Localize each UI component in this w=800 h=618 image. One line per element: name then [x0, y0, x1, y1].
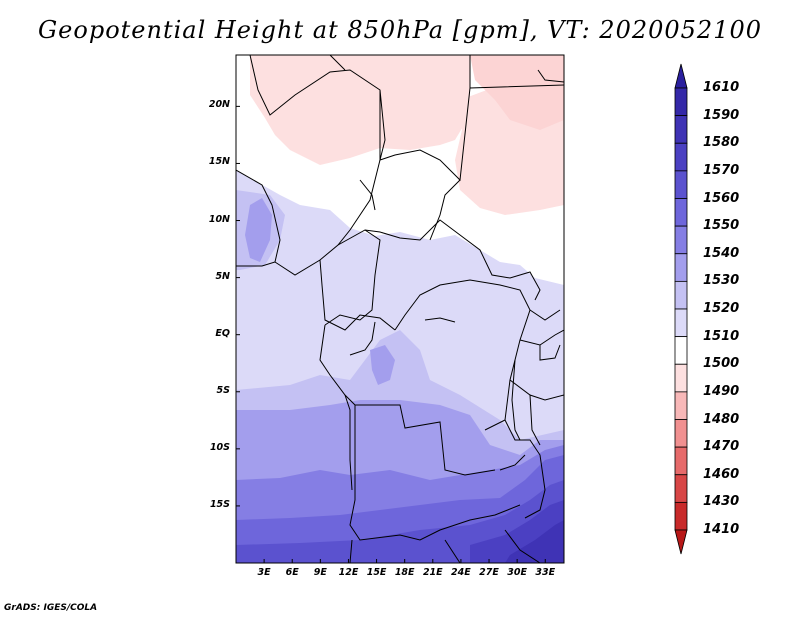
border-line — [499, 454, 526, 471]
colorbar-label-1570: 1570 — [703, 162, 740, 178]
border-line — [349, 405, 521, 541]
colorbar-swatch — [674, 170, 688, 199]
colorbar-swatch — [674, 308, 688, 338]
lon-label-9e: 9E — [313, 567, 327, 578]
colorbar-label-1430: 1430 — [703, 494, 740, 510]
border-line — [349, 539, 353, 563]
colorbar-label-1560: 1560 — [703, 190, 740, 206]
lon-label-30e: 30E — [507, 567, 527, 578]
colorbar-label-1580: 1580 — [703, 135, 740, 151]
colorbar-bottom-arrow — [674, 529, 688, 555]
border-line — [236, 169, 281, 267]
border-line — [337, 219, 541, 301]
lon-label-6e: 6E — [285, 567, 299, 578]
lat-label-15n: 15N — [208, 156, 230, 168]
lon-label-27e: 27E — [479, 567, 499, 578]
border-line — [529, 394, 541, 446]
lat-label-10n: 10N — [208, 213, 230, 225]
border-line — [324, 229, 381, 326]
colorbar-label-1550: 1550 — [703, 218, 740, 234]
lat-label-15s: 15S — [209, 498, 230, 510]
colorbar-label-1500: 1500 — [703, 356, 740, 372]
border-line — [249, 55, 564, 182]
colorbar-top-arrow — [674, 63, 688, 89]
border-line — [274, 90, 381, 276]
border-line — [529, 309, 561, 321]
lon-label-12e: 12E — [338, 567, 359, 578]
lat-label-eq: EQ — [215, 327, 230, 339]
height-field — [236, 55, 564, 563]
lat-label-5n: 5N — [215, 270, 230, 282]
country-borders — [236, 55, 564, 563]
colorbar-swatch — [674, 87, 688, 117]
colorbar-label-1610: 1610 — [703, 80, 740, 95]
border-line — [509, 379, 564, 401]
border-line — [349, 321, 376, 356]
colorbar-label-1460: 1460 — [703, 466, 740, 482]
credit-text: GrADS: IGES/COLA — [4, 603, 98, 613]
border-line — [504, 529, 541, 563]
lon-label-21e: 21E — [422, 567, 443, 578]
lon-label-33e: 33E — [535, 567, 556, 578]
colorbar-swatch — [674, 501, 688, 531]
border-line — [424, 317, 456, 323]
lat-label-10s: 10S — [209, 441, 230, 453]
contour-1590-south — [505, 520, 564, 563]
lon-label-18e: 18E — [394, 567, 415, 578]
colorbar-label-1530: 1530 — [703, 273, 740, 289]
colorbar-swatch — [674, 280, 688, 310]
border-line — [319, 324, 496, 476]
colorbar-swatch — [674, 446, 688, 476]
border-line — [537, 69, 564, 83]
lon-label-24e: 24E — [451, 567, 471, 578]
map-title: Geopotential Height at 850hPa [gpm], VT:… — [38, 16, 762, 44]
border-line — [444, 539, 461, 563]
border-line — [519, 329, 564, 346]
colorbar-swatch — [674, 225, 688, 255]
contour-1540-west — [245, 198, 272, 262]
colorbar — [674, 63, 688, 555]
colorbar-swatch — [674, 198, 688, 227]
colorbar-swatch — [674, 419, 688, 448]
contour-1500-north — [250, 55, 470, 165]
lon-label-15e: 15E — [366, 567, 387, 578]
colorbar-swatch — [674, 336, 688, 365]
colorbar-swatch — [674, 474, 688, 503]
border-line — [359, 179, 376, 211]
colorbar-label-1590: 1590 — [703, 107, 740, 123]
contour-1540-lakes — [370, 345, 395, 385]
colorbar-swatch — [674, 115, 688, 144]
colorbar-label-1470: 1470 — [703, 439, 740, 455]
colorbar-label-1540: 1540 — [703, 245, 740, 261]
lat-label-20n: 20N — [208, 99, 230, 111]
border-line — [504, 419, 546, 519]
colorbar-swatch — [674, 363, 688, 393]
colorbar-label-1410: 1410 — [703, 522, 740, 537]
border-line — [344, 394, 353, 491]
border-line — [539, 344, 561, 361]
colorbar-label-1520: 1520 — [703, 301, 740, 316]
colorbar-label-1510: 1510 — [703, 328, 740, 344]
border-line — [429, 179, 461, 241]
lat-label-5s: 5S — [216, 384, 230, 396]
border-line — [511, 359, 521, 441]
border-line — [394, 279, 531, 431]
map-frame — [235, 54, 565, 564]
colorbar-label-1490: 1490 — [703, 383, 740, 399]
axis-ticks — [236, 105, 546, 563]
colorbar-swatch — [674, 253, 688, 282]
colorbar-swatch — [674, 142, 688, 172]
border-line — [319, 259, 396, 331]
lon-label-3e: 3E — [257, 567, 271, 578]
border-line — [329, 55, 346, 71]
colorbar-swatch — [674, 391, 688, 420]
colorbar-label-1480: 1480 — [703, 411, 740, 427]
